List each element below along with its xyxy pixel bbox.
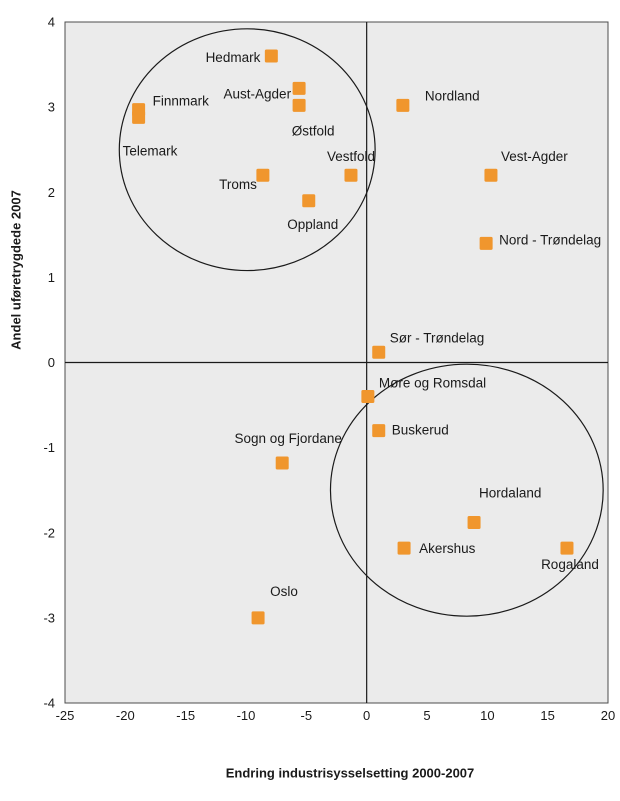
point-label-s-r-tr-ndelag: Sør - Trøndelag xyxy=(390,330,485,345)
data-point-telemark xyxy=(132,110,146,124)
y-tick-label-2: 2 xyxy=(48,185,55,200)
y-tick-label--4: -4 xyxy=(43,696,55,711)
y-axis-title: Andel uføretrygdede 2007 xyxy=(8,190,24,350)
x-tick-label-20: 20 xyxy=(601,708,615,723)
point-label-vestfold: Vestfold xyxy=(327,149,375,164)
data-point-sogn-og-fjordane xyxy=(275,456,289,470)
y-tick-label--2: -2 xyxy=(43,525,55,540)
point-label-akershus: Akershus xyxy=(419,541,476,556)
point-label-finnmark: Finnmark xyxy=(153,94,210,109)
point-label-rogaland: Rogaland xyxy=(541,557,599,572)
x-axis-title: Endring industrisysselsetting 2000-2007 xyxy=(225,765,475,781)
x-tick-label--20: -20 xyxy=(116,708,135,723)
x-tick-label--5: -5 xyxy=(301,708,313,723)
cluster-ellipse-1 xyxy=(118,28,376,272)
point-label-vest-agder: Vest-Agder xyxy=(501,149,568,164)
x-tick-label-0: 0 xyxy=(363,708,370,723)
point-label-sogn-og-fjordane: Sogn og Fjordane xyxy=(235,431,342,446)
y-tick-label--3: -3 xyxy=(43,610,55,625)
data-point-rogaland xyxy=(560,541,574,555)
y-tick-label-4: 4 xyxy=(48,15,55,30)
data-point-hordaland xyxy=(467,516,481,530)
point-label-oppland: Oppland xyxy=(287,217,338,232)
data-point-m-re-og-romsdal xyxy=(361,390,375,404)
point-label-m-re-og-romsdal: Møre og Romsdal xyxy=(379,376,486,391)
data-point-hedmark xyxy=(264,49,278,63)
data-point-akershus xyxy=(397,541,411,555)
data-point-oslo xyxy=(251,611,265,625)
x-tick-label--25: -25 xyxy=(56,708,75,723)
data-point-stfold xyxy=(292,98,306,112)
x-tick-label-10: 10 xyxy=(480,708,494,723)
y-tick-label--1: -1 xyxy=(43,440,55,455)
point-label-troms: Troms xyxy=(219,177,257,192)
x-tick-label-15: 15 xyxy=(540,708,554,723)
point-label-nordland: Nordland xyxy=(425,88,480,103)
x-tick-label-5: 5 xyxy=(423,708,430,723)
point-label-hedmark: Hedmark xyxy=(206,50,261,65)
y-tick-label-3: 3 xyxy=(48,100,55,115)
point-label-nord-tr-ndelag: Nord - Trøndelag xyxy=(499,232,601,247)
y-tick-label-1: 1 xyxy=(48,270,55,285)
y-tick-label-0: 0 xyxy=(48,355,55,370)
point-label-aust-agder: Aust-Agder xyxy=(224,86,292,101)
point-label-oslo: Oslo xyxy=(270,584,298,599)
data-point-oppland xyxy=(302,194,316,208)
x-tick-label--15: -15 xyxy=(176,708,195,723)
data-point-troms xyxy=(256,168,270,182)
data-point-s-r-tr-ndelag xyxy=(372,345,386,359)
point-label-buskerud: Buskerud xyxy=(392,423,449,438)
point-label-stfold: Østfold xyxy=(292,123,335,138)
data-point-buskerud xyxy=(372,424,386,438)
point-label-telemark: Telemark xyxy=(123,143,178,158)
data-point-aust-agder xyxy=(292,81,306,95)
point-label-hordaland: Hordaland xyxy=(479,486,541,501)
data-point-nord-tr-ndelag xyxy=(479,236,493,250)
x-tick-label--10: -10 xyxy=(237,708,256,723)
cluster-ellipse-2 xyxy=(329,363,604,617)
data-point-vest-agder xyxy=(484,168,498,182)
data-point-vestfold xyxy=(344,168,358,182)
data-point-nordland xyxy=(396,98,410,112)
